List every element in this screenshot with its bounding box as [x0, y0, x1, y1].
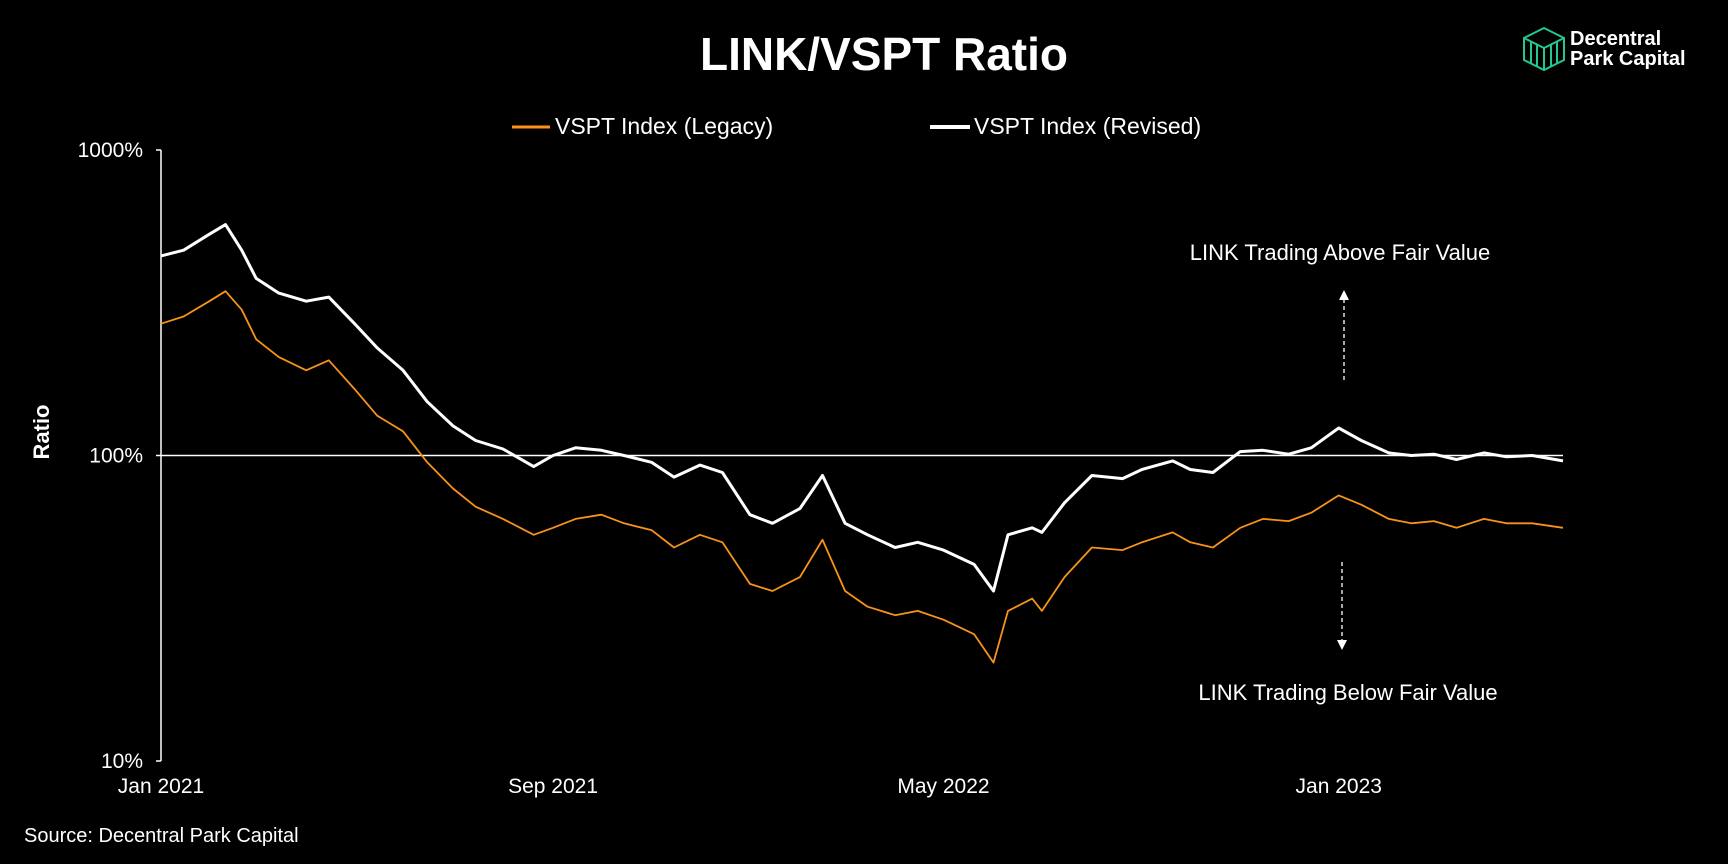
annotation-above-arrowhead	[1339, 290, 1349, 300]
logo-line-1: Decentral	[1570, 28, 1661, 50]
y-tick-label: 1000%	[78, 139, 143, 162]
x-ticks: Jan 2021 Sep 2021 May 2022 Jan 2023	[118, 775, 1382, 798]
series-group	[160, 223, 1564, 664]
annotation-below: LINK Trading Below Fair Value	[1198, 562, 1498, 705]
series-line-revised	[160, 223, 1564, 593]
legend-label-revised: VSPT Index (Revised)	[974, 113, 1201, 139]
x-tick-label: May 2022	[897, 775, 989, 798]
x-tick-label: Jan 2023	[1296, 775, 1382, 798]
legend-label-legacy: VSPT Index (Legacy)	[555, 113, 773, 139]
x-tick-label: Sep 2021	[508, 775, 598, 798]
logo: Decentral Park Capital	[1523, 26, 1686, 72]
y-axis-title: Ratio	[29, 405, 54, 460]
y-ticks: 10% 100% 1000%	[78, 139, 161, 773]
y-tick-label: 10%	[101, 750, 143, 773]
y-tick-label: 100%	[89, 445, 143, 468]
x-tick-label: Jan 2021	[118, 775, 204, 798]
logo-line-2: Park Capital	[1570, 48, 1686, 70]
legend: VSPT Index (Legacy) VSPT Index (Revised)	[512, 113, 1201, 139]
annotation-below-arrowhead	[1337, 640, 1347, 650]
annotation-above: LINK Trading Above Fair Value	[1190, 240, 1490, 380]
annotation-above-text: LINK Trading Above Fair Value	[1190, 240, 1490, 265]
logo-cube-icon	[1523, 26, 1565, 72]
chart-title: LINK/VSPT Ratio	[700, 28, 1068, 80]
source-note: Source: Decentral Park Capital	[24, 825, 299, 847]
series-line-legacy	[160, 290, 1564, 664]
annotation-below-text: LINK Trading Below Fair Value	[1198, 680, 1497, 705]
